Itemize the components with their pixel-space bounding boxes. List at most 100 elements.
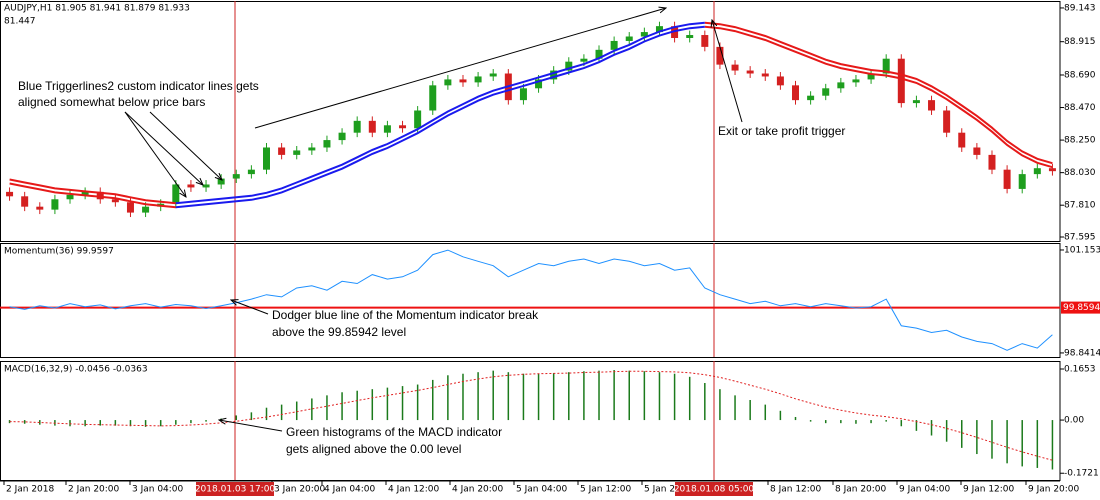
candle-body <box>293 150 301 155</box>
candle-body <box>837 82 845 89</box>
x-tick-label: 2 Jan 2018 <box>6 485 54 495</box>
candle-body <box>414 110 422 129</box>
candle-body <box>882 58 890 74</box>
candle-body <box>96 191 104 200</box>
candle-body <box>807 95 815 101</box>
trigger-line <box>9 21 1053 205</box>
x-tick-label: 4 Jan 04:00 <box>324 485 376 495</box>
candle-body <box>172 184 180 204</box>
candle-body <box>776 76 784 86</box>
candle-body <box>897 58 905 104</box>
candle-body <box>746 70 754 74</box>
annotation-arrow <box>124 111 186 197</box>
marker-label: 2018.01.08 05:00 <box>674 485 755 495</box>
annotation: above the 99.85942 level <box>272 325 406 339</box>
candle-body <box>6 191 14 197</box>
pane-frame <box>0 1 1061 242</box>
x-tick-label: 3 Jan 04:00 <box>132 485 184 495</box>
x-tick-label: 9 Jan 04:00 <box>899 485 951 495</box>
candle-body <box>444 79 452 86</box>
candle-body <box>474 76 482 83</box>
candle-body <box>1033 168 1041 175</box>
candle-body <box>686 35 694 38</box>
y-tick-label: -0.1721 <box>1064 469 1099 479</box>
candle-body <box>338 132 346 141</box>
x-tick-label: 4 Jan 20:00 <box>452 485 504 495</box>
marker-label: 2018.01.03 17:00 <box>195 485 276 495</box>
marker-label-box <box>196 482 274 496</box>
candle-body <box>731 64 739 71</box>
candle-body <box>640 32 648 37</box>
trend-arrow <box>254 8 666 129</box>
candle-body <box>323 140 331 148</box>
candle-body <box>519 88 527 101</box>
annotation: Dodger blue line of the Momentum indicat… <box>272 308 539 322</box>
candle-body <box>928 100 936 111</box>
candle-body <box>81 191 89 195</box>
trigger-line <box>9 25 1053 209</box>
pane-frame <box>0 243 1061 358</box>
annotation: Green histograms of the MACD indicator <box>286 425 502 439</box>
annotation-arrow <box>149 111 222 180</box>
candle-body <box>761 73 769 77</box>
annotation-arrow <box>231 300 269 315</box>
y-tick-label: 88.470 <box>1064 103 1096 113</box>
candle-body <box>36 206 44 210</box>
macd-signal <box>9 370 1053 461</box>
candle-body <box>429 85 437 111</box>
candle-body <box>308 147 316 151</box>
candle-body <box>489 73 497 77</box>
y-tick-label: 98.8414 <box>1064 348 1100 358</box>
candle-body <box>822 88 830 96</box>
y-tick-label: 88.030 <box>1064 168 1096 178</box>
x-tick-label: 3 Jan 20:00 <box>274 485 326 495</box>
candle-body <box>142 206 150 213</box>
x-tick-label: 5 Jan 04:00 <box>516 485 568 495</box>
y-tick-label: 88.690 <box>1064 70 1096 80</box>
candle-body <box>126 202 134 213</box>
candle-body <box>550 70 558 80</box>
candle-body <box>625 36 633 41</box>
y-tick-label: 88.915 <box>1064 37 1096 47</box>
candle-body <box>595 49 603 59</box>
candle-body <box>535 79 543 89</box>
y-tick-label: 0.00 <box>1064 416 1084 426</box>
candle-body <box>1018 174 1026 189</box>
candle-body <box>943 110 951 133</box>
candle-body <box>217 178 225 185</box>
candle-body <box>111 199 119 203</box>
candle-body <box>51 199 59 210</box>
candle-body <box>353 120 361 133</box>
candle-body <box>399 125 407 129</box>
candle-body <box>278 147 286 155</box>
annotation-arrow <box>712 20 743 123</box>
trigger-line <box>175 21 705 205</box>
candle-body <box>701 35 709 47</box>
candle-body <box>792 85 799 101</box>
candle-body <box>247 169 255 175</box>
candle-body <box>1048 168 1056 172</box>
y-tick-label: 87.810 <box>1064 201 1096 211</box>
annotation: gets aligned above the 0.00 level <box>286 442 461 456</box>
candle-body <box>263 147 270 170</box>
x-tick-label: 5 Jan 12:00 <box>580 485 632 495</box>
x-tick-label: 5 Jan 20:00 <box>644 485 696 495</box>
candle-body <box>610 40 618 50</box>
x-tick-label: 8 Jan 12:00 <box>770 485 822 495</box>
marker-label-box <box>675 482 753 496</box>
y-tick-label: 87.595 <box>1064 233 1096 243</box>
candle-body <box>187 184 195 188</box>
x-tick-label: 8 Jan 20:00 <box>835 485 887 495</box>
y-tick-label: 101.1533 <box>1064 245 1100 255</box>
trigger-line <box>175 25 705 209</box>
level-label: 99.8594 <box>1063 303 1100 313</box>
candle-body <box>852 79 860 83</box>
candle-body <box>867 73 875 80</box>
candle-body <box>988 154 996 170</box>
x-tick-label: 4 Jan 12:00 <box>388 485 440 495</box>
annotation-arrow <box>124 111 203 185</box>
candle-body <box>912 100 920 104</box>
annotation: Exit or take profit trigger <box>718 124 845 138</box>
